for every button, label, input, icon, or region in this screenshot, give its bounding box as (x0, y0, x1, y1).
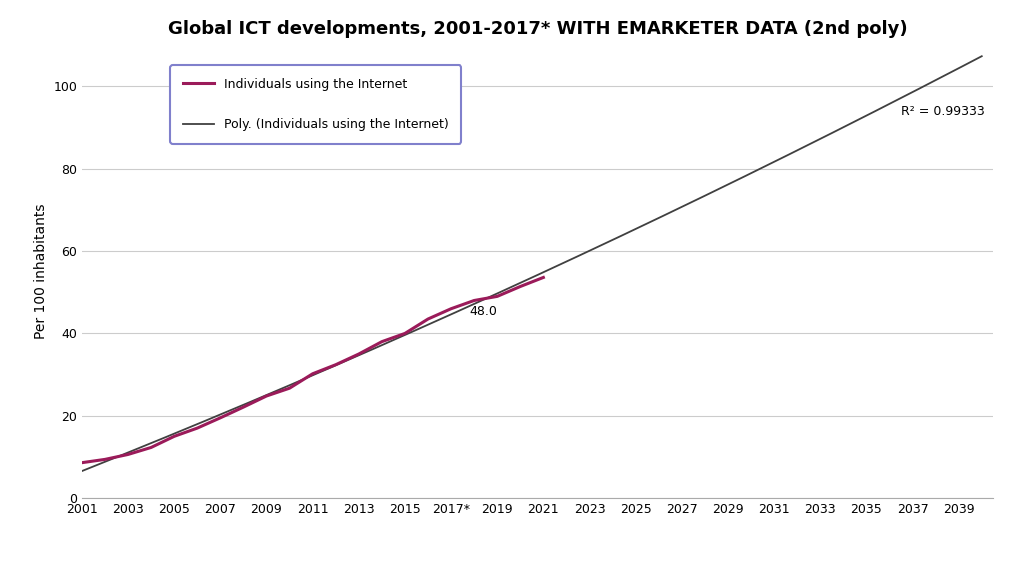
Individuals using the Internet (538, 274, 550, 281)
Individuals using the Internet (398, 330, 411, 337)
Individuals using the Internet (99, 456, 112, 463)
Individuals using the Internet (260, 393, 272, 400)
Text: 48.0: 48.0 (470, 305, 498, 318)
Legend: Individuals using the Internet, Poly. (Individuals using the Internet): Individuals using the Internet, Poly. (I… (170, 65, 461, 144)
Title: Global ICT developments, 2001-2017* WITH EMARKETER DATA (2nd poly): Global ICT developments, 2001-2017* WITH… (168, 20, 907, 38)
Individuals using the Internet (514, 283, 526, 290)
Individuals using the Internet (214, 414, 226, 421)
Individuals using the Internet (284, 385, 296, 392)
Individuals using the Internet (191, 424, 204, 431)
Individuals using the Internet (168, 433, 180, 440)
Line: Individuals using the Internet: Individuals using the Internet (82, 277, 544, 462)
Individuals using the Internet (352, 350, 365, 357)
Individuals using the Internet (445, 305, 458, 312)
Individuals using the Internet (376, 338, 388, 345)
Y-axis label: Per 100 inhabitants: Per 100 inhabitants (34, 204, 48, 340)
Poly. (Individuals using the Internet) (976, 53, 988, 59)
Individuals using the Internet (492, 293, 504, 300)
Poly. (Individuals using the Internet) (562, 257, 574, 264)
Individuals using the Internet (238, 404, 250, 410)
Individuals using the Internet (422, 316, 434, 323)
Poly. (Individuals using the Internet) (76, 468, 88, 474)
Poly. (Individuals using the Internet) (813, 136, 825, 143)
Individuals using the Internet (330, 361, 342, 368)
Individuals using the Internet (122, 451, 134, 458)
Poly. (Individuals using the Internet) (611, 234, 624, 241)
Individuals using the Internet (468, 297, 480, 304)
Individuals using the Internet (76, 459, 88, 466)
Poly. (Individuals using the Internet) (954, 64, 967, 71)
Text: R² = 0.99333: R² = 0.99333 (901, 105, 985, 118)
Individuals using the Internet (306, 370, 318, 377)
Poly. (Individuals using the Internet) (509, 282, 521, 289)
Poly. (Individuals using the Internet) (503, 285, 515, 291)
Individuals using the Internet (145, 444, 158, 451)
Line: Poly. (Individuals using the Internet): Poly. (Individuals using the Internet) (82, 56, 982, 471)
